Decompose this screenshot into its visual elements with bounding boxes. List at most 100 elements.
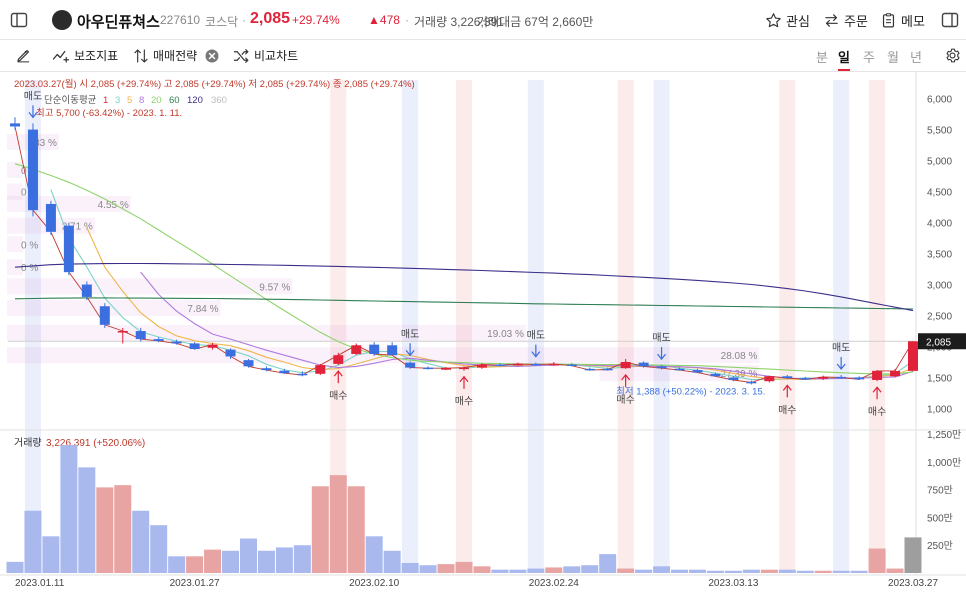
date-axis-label: 2023.02.10 <box>349 578 399 589</box>
high-price-note: 최고 5,700 (-63.42%) - 2023. 1. 11. <box>36 108 182 119</box>
buy-arrow-icon <box>459 375 469 389</box>
watch-label: 관심 <box>786 14 810 29</box>
settings-gear-icon[interactable] <box>944 47 961 64</box>
sell-signal-label: 매도 <box>652 332 670 344</box>
price-axis-tick-label: 3,000 <box>927 281 952 292</box>
memo-button[interactable]: 메모 <box>880 11 925 30</box>
up-down-arrows-icon <box>134 48 148 63</box>
period-minute[interactable]: 분 <box>816 50 828 65</box>
volume-bar-down <box>78 467 96 573</box>
moving-average-line-60 <box>14 297 914 310</box>
volume-bar-down <box>275 547 293 573</box>
volume-bar-down <box>132 510 150 573</box>
memo-icon <box>882 13 895 28</box>
current-price-tag <box>918 333 966 350</box>
date-axis-label: 2023.02.24 <box>529 578 579 589</box>
candle-down <box>189 343 200 350</box>
candle-down <box>81 284 92 297</box>
stock-name[interactable]: 아우딘퓨쳐스 <box>77 14 160 31</box>
strategy-button[interactable]: 매매전략 <box>133 47 197 64</box>
sell-arrow-icon <box>405 343 415 357</box>
volume-bar-down <box>796 570 814 573</box>
price-axis-tick-label: 4,000 <box>927 219 952 230</box>
right-panel-toggle-icon[interactable] <box>941 11 959 29</box>
strategy-label: 매매전략 <box>153 49 198 63</box>
candle-up <box>890 370 901 377</box>
range-box <box>7 236 23 253</box>
candle-down <box>746 381 757 384</box>
indicator-button[interactable]: 보조지표 <box>52 47 118 64</box>
compare-chart-button[interactable]: 비교차트 <box>233 47 298 64</box>
volume-bar-down <box>293 545 311 573</box>
candle-down <box>800 378 811 380</box>
moving-average-line-5 <box>86 227 914 381</box>
volume-bar-up <box>904 537 922 573</box>
separator: · <box>405 13 409 27</box>
current-price-tag-label: 2,085 <box>926 337 951 348</box>
period-year[interactable]: 년 <box>910 50 922 65</box>
price-axis-tick-label: 4,500 <box>927 188 952 199</box>
top-bar: 아우딘퓨쳐스 227610 코스닥 · 2,085 +29.74% ▲478 ·… <box>0 0 966 40</box>
volume-bar-down <box>706 570 724 573</box>
order-button[interactable]: 주문 <box>823 11 868 30</box>
range-percent-label: 9.57 % <box>259 282 290 293</box>
period-week[interactable]: 주 <box>863 50 875 65</box>
candle-up <box>512 363 523 366</box>
change-amount-value: 478 <box>379 13 400 27</box>
volume-axis-tick-label: 1,000만 <box>927 457 961 469</box>
volume-bar-up <box>329 475 347 573</box>
watch-button[interactable]: 관심 <box>765 11 810 30</box>
volume-bar-down <box>6 561 24 573</box>
candle-down <box>261 368 272 371</box>
candle-down <box>638 362 649 367</box>
price-chart[interactable]: 83 %0 %0 %4.55 %2.71 %0 %0 %9.57 %7.84 %… <box>0 72 966 599</box>
volume-bar-down <box>563 566 581 573</box>
sidebar-toggle-icon[interactable] <box>10 11 28 29</box>
date-axis-label: 2023.03.27 <box>888 578 938 589</box>
chart-area[interactable]: 83 %0 %0 %4.55 %2.71 %0 %0 %9.57 %7.84 %… <box>0 72 966 599</box>
volume-bar-down <box>239 538 257 573</box>
volume-bar-down <box>509 569 527 573</box>
sell-signal-label: 매도 <box>24 90 42 102</box>
price-axis-tick-label: 6,000 <box>927 95 952 106</box>
date-axis-label: 2023.01.11 <box>15 578 65 589</box>
volume-bar-down <box>724 570 742 573</box>
period-month[interactable]: 월 <box>887 50 899 65</box>
period-day[interactable]: 일 <box>838 50 850 65</box>
candle-down <box>171 341 182 344</box>
candle-down <box>710 373 721 377</box>
volume-bar-down <box>527 568 545 573</box>
low-price-note: 최저 1,388 (+50.22%) - 2023. 3. 15. <box>616 386 765 397</box>
star-icon <box>766 13 781 28</box>
ma-legend-period: 5 <box>127 95 132 106</box>
volume-bar-up <box>455 561 473 573</box>
buy-signal-label: 매수 <box>778 404 796 416</box>
indicator-label: 보조지표 <box>74 49 119 63</box>
draw-pen-icon[interactable] <box>15 47 32 64</box>
volume-text: 거래량 3,226,391 <box>414 15 504 29</box>
candle-down <box>692 370 703 373</box>
range-box <box>7 324 526 341</box>
sell-signal-band <box>402 80 419 573</box>
candle-up <box>333 355 344 364</box>
ma-legend-period: 360 <box>211 95 227 106</box>
price-axis-tick-label: 5,500 <box>927 126 952 137</box>
buy-signal-band <box>330 80 347 573</box>
volume-bar-down <box>257 550 275 573</box>
volume-bar-up <box>473 566 491 573</box>
clear-strategy-icon[interactable] <box>205 49 219 63</box>
volume-bar-up <box>347 486 365 573</box>
range-percent-label: 7.84 % <box>187 304 218 315</box>
sell-signal-label: 매도 <box>527 330 545 342</box>
candle-down <box>63 225 74 273</box>
candle-down <box>387 345 398 356</box>
candle-down <box>153 339 164 341</box>
candle-up <box>476 364 487 368</box>
separator: · <box>242 13 246 27</box>
candle-down <box>494 364 505 366</box>
stock-code: 227610 <box>160 13 201 27</box>
ma-legend-title: 단순이동평균 <box>44 95 97 106</box>
buy-signal-band <box>456 80 472 573</box>
candle-down <box>728 377 739 380</box>
candle-down <box>369 344 380 354</box>
